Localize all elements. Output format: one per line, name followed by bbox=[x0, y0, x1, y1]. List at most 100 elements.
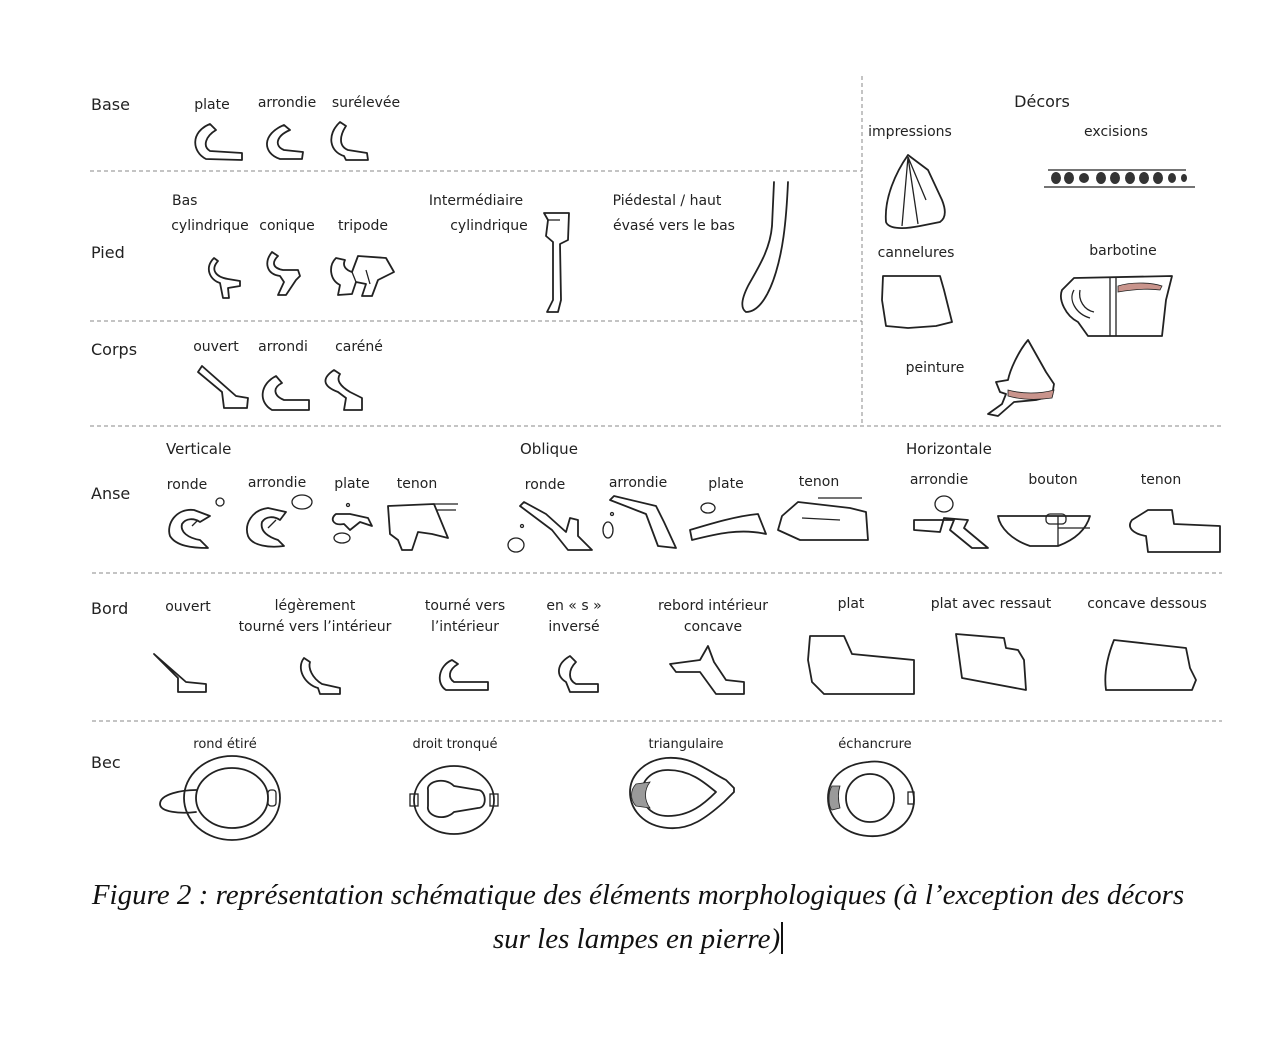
anse-v-ronde-shape bbox=[168, 497, 225, 549]
label-decor-excisions: excisions bbox=[1084, 124, 1148, 140]
base-surelevee-shape bbox=[330, 121, 369, 161]
label-bord-leg-2: tourné vers l’intérieur bbox=[238, 619, 392, 635]
label-pied-bas: Bas bbox=[172, 193, 198, 209]
label-anse-horizontale: Horizontale bbox=[906, 440, 992, 458]
anse-h-bouton-shape bbox=[997, 513, 1091, 547]
corps-carene-shape bbox=[324, 369, 363, 411]
anse-o-arrondie-shape bbox=[602, 495, 677, 549]
label-bord-ressaut: plat avec ressaut bbox=[930, 596, 1052, 612]
label-anse-v-plate: plate bbox=[334, 476, 370, 492]
label-decor-barbotine: barbotine bbox=[1089, 243, 1157, 259]
label-corps-carene: caréné bbox=[335, 339, 383, 355]
label-bord-tourne-2: l’intérieur bbox=[430, 619, 500, 635]
bec-rond-shape bbox=[159, 755, 281, 841]
decor-barbotine-shape bbox=[1060, 275, 1173, 337]
text-cursor bbox=[781, 922, 784, 954]
label-pied-evase: évasé vers le bas bbox=[613, 218, 735, 234]
label-anse-v-tenon: tenon bbox=[396, 476, 438, 492]
bord-ouvert-shape bbox=[153, 653, 207, 693]
label-bord-rebord-1: rebord intérieur bbox=[657, 598, 769, 614]
anse-h-tenon-shape bbox=[1129, 509, 1221, 553]
pied-tripode-shape bbox=[330, 255, 395, 297]
anse-o-ronde-shape bbox=[507, 501, 593, 553]
label-base-surelevee: surélevée bbox=[331, 95, 401, 111]
label-bec-triangulaire: triangulaire bbox=[648, 737, 724, 752]
label-pied-cylindrique: cylindrique bbox=[171, 218, 249, 234]
label-anse-v-arrondie: arrondie bbox=[247, 475, 307, 491]
base-arrondie-shape bbox=[266, 124, 304, 160]
label-bord-ouvert: ouvert bbox=[165, 599, 211, 615]
figure-caption-line-2: sur les lampes en pierre) bbox=[0, 917, 1276, 961]
row-label-corps: Corps bbox=[91, 340, 138, 359]
label-bec-droit: droit tronqué bbox=[412, 737, 498, 752]
bec-droit-shape bbox=[409, 765, 499, 835]
anse-h-arrondie-shape bbox=[913, 495, 989, 549]
label-decors-title: Décors bbox=[1014, 92, 1070, 111]
label-anse-h-tenon: tenon bbox=[1140, 472, 1182, 488]
label-anse-v-ronde: ronde bbox=[166, 477, 208, 493]
anse-v-tenon-shape bbox=[387, 503, 458, 551]
row-label-bord: Bord bbox=[91, 599, 129, 618]
label-bord-concave: concave dessous bbox=[1087, 596, 1207, 612]
label-corps-arrondi: arrondi bbox=[258, 339, 308, 355]
label-anse-oblique: Oblique bbox=[520, 440, 578, 458]
label-base-arrondie: arrondie bbox=[257, 95, 317, 111]
pied-piedestal-shape bbox=[741, 181, 789, 313]
pied-intermediaire-shape bbox=[543, 212, 570, 313]
label-bord-ens-2: inversé bbox=[548, 619, 600, 635]
label-anse-o-ronde: ronde bbox=[524, 477, 566, 493]
label-decor-impressions: impressions bbox=[868, 124, 952, 140]
pied-conique-shape bbox=[266, 251, 301, 296]
label-pied-intermediaire: Intermédiaire bbox=[428, 193, 524, 209]
figure-caption-line-2-text: sur les lampes en pierre) bbox=[492, 923, 781, 955]
bec-triangulaire-shape bbox=[629, 756, 735, 830]
label-pied-tripode: tripode bbox=[337, 218, 389, 234]
bord-leg-shape bbox=[299, 657, 341, 695]
anse-v-plate-shape bbox=[331, 502, 373, 544]
label-bord-plat: plat bbox=[837, 596, 865, 612]
decor-excisions-shape bbox=[1044, 169, 1195, 188]
row-label-bec: Bec bbox=[91, 753, 121, 772]
label-decor-cannelures: cannelures bbox=[877, 245, 955, 261]
label-anse-h-arrondie: arrondie bbox=[909, 472, 969, 488]
bord-tourne-shape bbox=[438, 659, 489, 691]
label-bord-tourne-1: tourné vers bbox=[424, 598, 506, 614]
label-anse-o-tenon: tenon bbox=[798, 474, 840, 490]
label-anse-o-arrondie: arrondie bbox=[608, 475, 668, 491]
corps-ouvert-shape bbox=[197, 365, 249, 409]
decor-cannelures-shape bbox=[881, 275, 953, 329]
figure-caption-line-1: Figure 2 : représentation schématique de… bbox=[91, 879, 1185, 911]
label-pied-piedestal: Piédestal / haut bbox=[612, 193, 722, 209]
pied-cylindrique-shape bbox=[207, 257, 241, 299]
bord-rebord-shape bbox=[669, 645, 745, 695]
label-anse-verticale: Verticale bbox=[166, 440, 232, 458]
label-bord-rebord-2: concave bbox=[683, 619, 743, 635]
label-pied-inter-cylindrique: cylindrique bbox=[450, 218, 528, 234]
label-decor-peinture: peinture bbox=[905, 360, 965, 376]
bord-concave-shape bbox=[1104, 639, 1197, 691]
anse-o-plate-shape bbox=[689, 502, 767, 541]
label-bord-ens-1: en « s » bbox=[546, 598, 602, 614]
row-label-base: Base bbox=[91, 95, 130, 114]
row-label-anse: Anse bbox=[91, 484, 131, 503]
label-bord-leg-1: légèrement bbox=[274, 598, 356, 614]
anse-o-tenon-shape bbox=[777, 497, 869, 541]
bord-ressaut-shape bbox=[955, 633, 1027, 691]
base-plate-shape bbox=[194, 123, 243, 161]
label-corps-ouvert: ouvert bbox=[193, 339, 239, 355]
label-bec-rond: rond étiré bbox=[193, 737, 257, 752]
row-label-pied: Pied bbox=[91, 243, 125, 262]
decor-peinture-shape bbox=[987, 339, 1055, 417]
decor-impressions-shape bbox=[884, 154, 946, 229]
bord-plat-shape bbox=[807, 635, 915, 695]
label-anse-o-plate: plate bbox=[708, 476, 744, 492]
label-pied-conique: conique bbox=[259, 218, 315, 234]
separators bbox=[90, 76, 1222, 722]
label-base-plate: plate bbox=[194, 97, 230, 113]
bord-ens-shape bbox=[558, 655, 599, 693]
bec-echancrure-shape bbox=[827, 760, 915, 837]
label-anse-h-bouton: bouton bbox=[1028, 472, 1078, 488]
label-bec-echancrure: échancrure bbox=[838, 737, 912, 752]
anse-v-arrondie-shape bbox=[246, 494, 313, 548]
